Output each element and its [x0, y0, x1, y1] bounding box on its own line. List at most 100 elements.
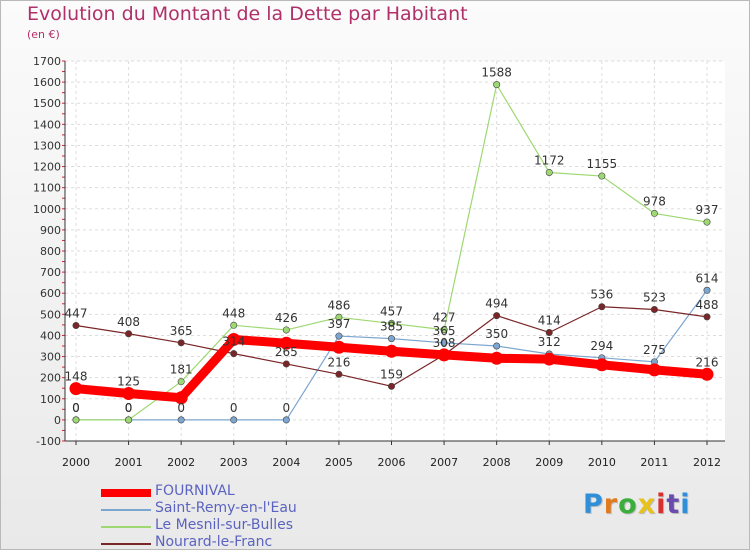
data-point: [598, 303, 606, 311]
data-label: 414: [538, 313, 561, 327]
data-point: [387, 335, 395, 343]
x-tick-label: 2004: [272, 456, 300, 469]
data-point: [279, 336, 293, 350]
data-label: 0: [72, 401, 80, 415]
data-point: [125, 416, 133, 424]
x-tick-label: 2008: [483, 456, 511, 469]
data-label: 0: [283, 401, 291, 415]
data-point: [490, 351, 504, 365]
data-label: 159: [380, 367, 403, 381]
data-label: 125: [117, 375, 140, 389]
data-point: [440, 326, 448, 334]
data-label: 397: [327, 317, 350, 331]
data-label: 536: [590, 288, 613, 302]
y-tick-label: 300: [40, 351, 61, 364]
data-point: [177, 378, 185, 386]
y-tick-label: 1200: [33, 161, 61, 174]
data-label: 427: [433, 311, 456, 325]
data-point: [177, 416, 185, 424]
x-tick-label: 2000: [62, 456, 90, 469]
data-label: 1155: [587, 157, 618, 171]
y-tick-label: 1300: [33, 139, 61, 152]
data-label: 426: [275, 311, 298, 325]
data-point: [387, 382, 395, 390]
data-label: 385: [380, 320, 403, 334]
data-point: [650, 305, 658, 313]
data-label: 0: [125, 401, 133, 415]
y-tick-label: 900: [40, 224, 61, 237]
legend-label: Nourard-le-Franc: [155, 534, 273, 550]
data-point: [282, 360, 290, 368]
data-label: 978: [643, 194, 666, 208]
data-point: [703, 218, 711, 226]
x-tick-label: 2001: [115, 456, 143, 469]
data-label: 312: [538, 335, 561, 349]
y-tick-label: 100: [40, 393, 61, 406]
data-point: [72, 322, 80, 330]
data-point: [545, 328, 553, 336]
data-label: 0: [230, 401, 238, 415]
data-point: [125, 330, 133, 338]
data-label: 614: [696, 271, 719, 285]
y-tick-label: 600: [40, 287, 61, 300]
logo-letter: i: [656, 489, 667, 520]
legend-label: Saint-Remy-en-l'Eau: [155, 500, 297, 516]
data-label: 486: [327, 298, 350, 312]
data-point: [385, 344, 398, 358]
data-label: 494: [485, 297, 508, 311]
data-point: [177, 339, 185, 347]
data-point: [703, 286, 711, 294]
data-point: [227, 332, 241, 346]
data-label: 488: [696, 298, 719, 312]
y-tick-label: 1600: [33, 76, 61, 89]
data-point: [122, 387, 136, 400]
data-label: 523: [643, 290, 666, 304]
y-tick-label: 800: [40, 245, 61, 258]
legend-label: Le Mesnil-sur-Bulles: [155, 517, 294, 533]
logo-letter: r: [603, 489, 619, 520]
data-point: [174, 391, 188, 405]
data-label: 1172: [534, 153, 565, 167]
data-label: 457: [380, 304, 403, 318]
y-tick-label: 1700: [33, 55, 61, 68]
x-tick-label: 2009: [535, 456, 563, 469]
data-point: [282, 326, 290, 334]
data-point: [440, 339, 448, 347]
y-tick-label: 200: [40, 372, 61, 385]
data-point: [595, 358, 609, 372]
data-point: [69, 382, 83, 396]
chart-title: Evolution du Montant de la Dette par Hab…: [27, 3, 468, 25]
data-point: [650, 209, 658, 217]
data-point: [332, 340, 346, 354]
y-tick-label: 700: [40, 266, 61, 279]
y-tick-label: 0: [54, 414, 61, 427]
data-label: 365: [433, 324, 456, 338]
x-tick-label: 2003: [220, 456, 248, 469]
data-point: [230, 321, 238, 329]
data-label: 294: [590, 339, 613, 353]
logo-letter: i: [680, 489, 691, 520]
x-tick-label: 2010: [588, 456, 616, 469]
data-label: 350: [485, 327, 508, 341]
data-point: [230, 416, 238, 424]
x-tick-label: 2007: [430, 456, 458, 469]
y-tick-label: 1400: [33, 118, 61, 131]
x-tick-label: 2011: [640, 456, 668, 469]
chart-subtitle: (en €): [27, 28, 60, 41]
data-point: [230, 350, 238, 358]
data-label: 448: [222, 306, 245, 320]
legend-label: FOURNIVAL: [155, 483, 235, 499]
logo-letter: P: [583, 489, 604, 520]
legend-swatch: [101, 526, 151, 528]
data-label: 447: [65, 307, 88, 321]
x-tick-label: 2005: [325, 456, 353, 469]
data-label: 265: [275, 345, 298, 359]
data-label: 216: [327, 355, 350, 369]
data-label: 308: [433, 336, 456, 350]
y-tick-label: 400: [40, 329, 61, 342]
legend-swatch: [101, 543, 151, 545]
data-label: 937: [696, 203, 719, 217]
x-tick-label: 2012: [693, 456, 721, 469]
data-label: 0: [177, 401, 185, 415]
